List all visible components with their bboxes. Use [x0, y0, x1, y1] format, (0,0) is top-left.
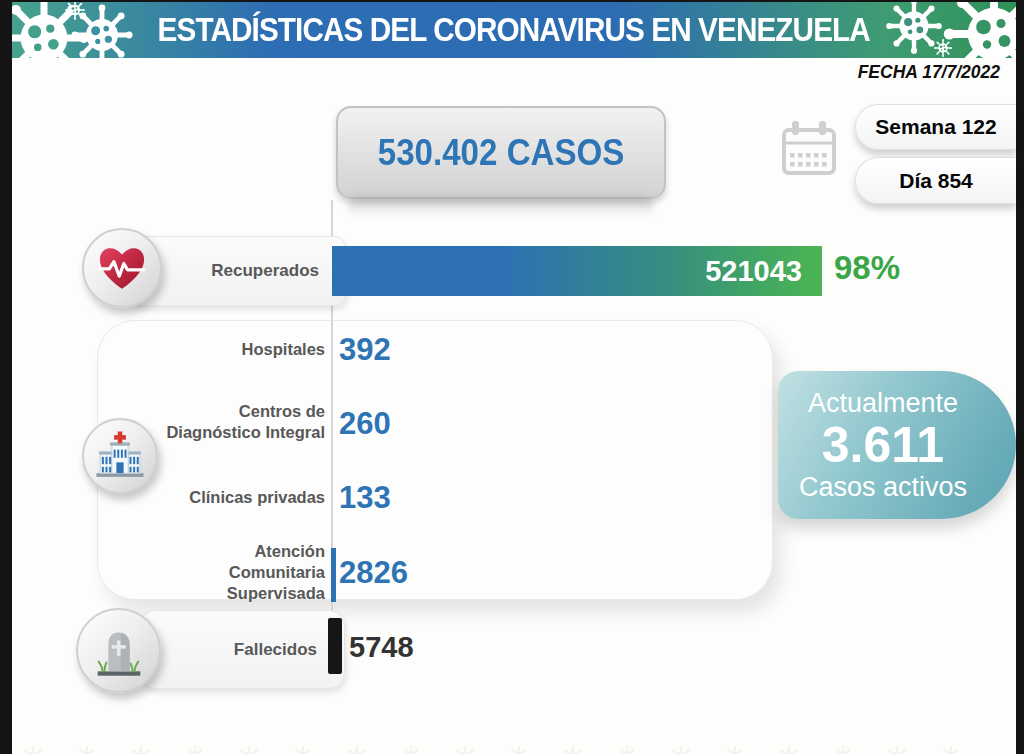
atencion-label-line2: Comunitaria [120, 562, 325, 583]
clinicas-label: Clínicas privadas [120, 487, 325, 508]
virus-icon [724, 745, 746, 754]
active-cases-box: Actualmente 3.611 Casos activos [778, 371, 1016, 519]
date-label: FECHA 17/7/2022 [858, 62, 1000, 83]
hospital-icon-circle [82, 418, 158, 494]
fallecidos-value: 5748 [349, 631, 414, 664]
active-cases-value: 3.611 [822, 419, 944, 472]
hospital-icon [91, 427, 149, 485]
virus-icon [128, 745, 154, 754]
virus-icon [184, 745, 206, 754]
total-cases-box: 530.402 CASOS [336, 106, 666, 199]
virus-icon [452, 745, 478, 754]
atencion-label-line3: Supervisada [120, 583, 325, 604]
header-banner: ESTADÍSTICAS DEL CORONAVIRUS EN VENEZUEL… [12, 2, 1016, 58]
virus-icon [832, 745, 854, 754]
fallecidos-icon-circle [76, 608, 161, 693]
cdi-value: 260 [339, 406, 391, 442]
virus-icon [344, 745, 370, 754]
atencion-label-line1: Atención [120, 541, 325, 562]
active-line1: Actualmente [808, 388, 958, 419]
virus-icon [64, 2, 86, 21]
virus-icon [236, 745, 262, 754]
virus-icon [508, 745, 530, 754]
total-cases-text: 530.402 CASOS [378, 132, 625, 174]
active-line2: Casos activos [799, 472, 967, 503]
bottom-virus-strip [12, 741, 1016, 754]
atencion-value: 2826 [339, 555, 408, 591]
clinicas-value: 133 [339, 480, 391, 516]
recuperados-bar: 521043 [332, 246, 822, 296]
page-title: ESTADÍSTICAS DEL CORONAVIRUS EN VENEZUEL… [158, 11, 870, 49]
virus-icon [400, 745, 422, 754]
virus-icon [560, 745, 586, 754]
cdi-label-line1: Centros de [120, 401, 325, 422]
virus-icon [292, 745, 314, 754]
fallecidos-label: Fallecidos [234, 640, 317, 660]
calendar-icon [777, 116, 841, 180]
virus-icon [884, 745, 910, 754]
recuperados-percent: 98% [834, 249, 900, 287]
recuperados-icon-circle [82, 228, 162, 308]
virus-icon [616, 745, 638, 754]
week-badge: Semana 122 [855, 104, 1016, 150]
virus-icon [668, 745, 694, 754]
virus-icon [776, 745, 802, 754]
virus-icon [76, 745, 98, 754]
hospitales-value: 392 [339, 332, 391, 368]
virus-icon [938, 2, 1016, 58]
fallecidos-bar [328, 618, 342, 674]
virus-icon [940, 745, 962, 754]
atencion-minibar [331, 548, 336, 602]
hospitales-label: Hospitales [120, 339, 325, 360]
heart-ecg-icon [93, 239, 151, 297]
day-badge: Día 854 [855, 157, 1016, 204]
recuperados-value: 521043 [705, 255, 802, 288]
recuperados-label: Recuperados [211, 261, 319, 281]
atencion-label: Atención Comunitaria Supervisada [120, 541, 325, 604]
tombstone-icon [88, 620, 150, 682]
fallecidos-label-box: Fallecidos [139, 610, 345, 689]
virus-icon [20, 745, 46, 754]
